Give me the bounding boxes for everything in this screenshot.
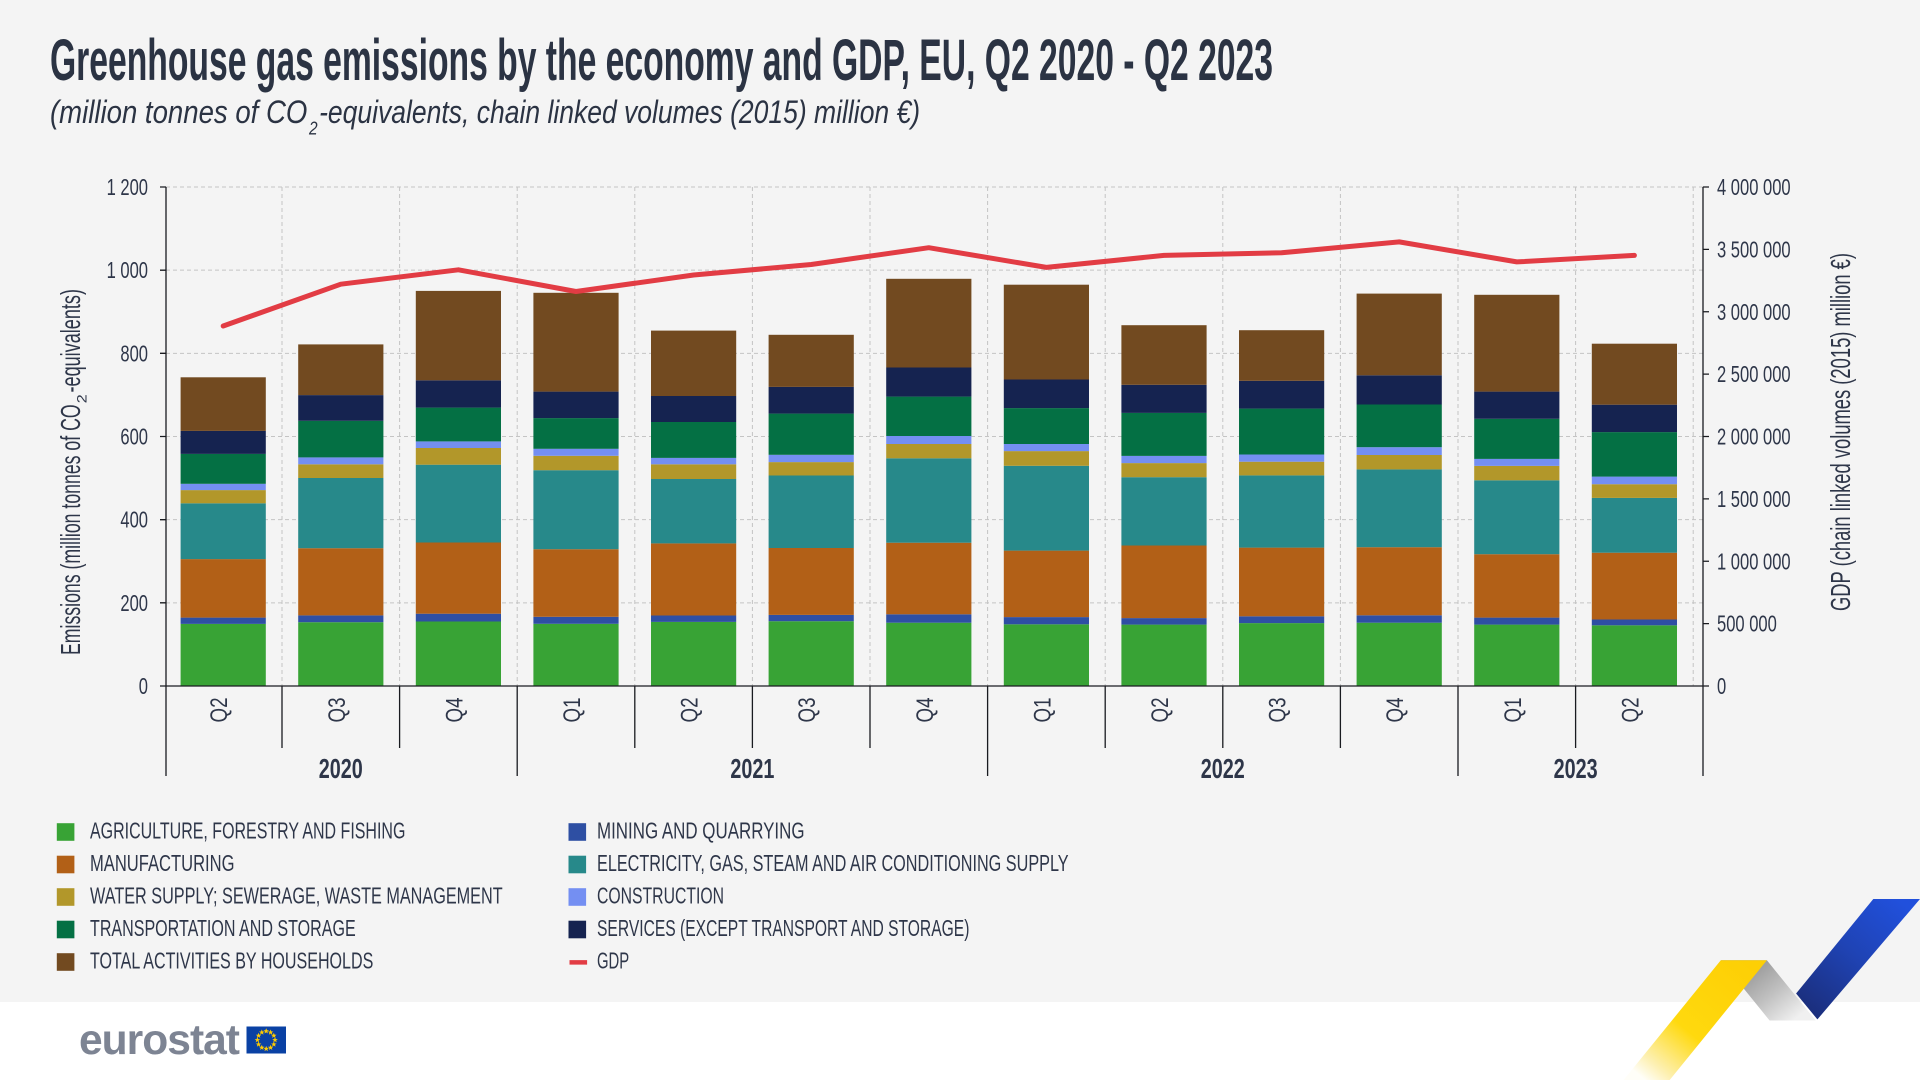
svg-text:Q4: Q4	[441, 698, 468, 723]
svg-text:1 200: 1 200	[107, 174, 148, 200]
svg-text:CONSTRUCTION: CONSTRUCTION	[597, 883, 724, 909]
svg-text:Q1: Q1	[1500, 698, 1527, 723]
svg-text:Q2: Q2	[1617, 698, 1644, 723]
svg-text:2022: 2022	[1201, 753, 1245, 784]
svg-text:Q1: Q1	[1029, 698, 1056, 723]
svg-text:Q4: Q4	[1382, 698, 1409, 723]
svg-text:600: 600	[120, 424, 148, 450]
svg-text:2: 2	[74, 394, 90, 403]
svg-text:3 500 000: 3 500 000	[1717, 236, 1791, 262]
svg-text:-equivalents, chain linked vol: -equivalents, chain linked volumes (2015…	[319, 94, 920, 130]
svg-text:MINING AND QUARRYING: MINING AND QUARRYING	[597, 818, 805, 844]
svg-text:4 000 000: 4 000 000	[1717, 174, 1791, 200]
svg-text:2021: 2021	[730, 753, 774, 784]
svg-text:Q3: Q3	[1265, 698, 1292, 723]
svg-text:1 500 000: 1 500 000	[1717, 486, 1791, 512]
svg-text:TRANSPORTATION AND STORAGE: TRANSPORTATION AND STORAGE	[90, 915, 356, 941]
svg-text:Q3: Q3	[324, 698, 351, 723]
svg-text:3 000 000: 3 000 000	[1717, 299, 1791, 325]
svg-text:2 500 000: 2 500 000	[1717, 361, 1791, 387]
svg-text:(million tonnes of CO: (million tonnes of CO	[50, 94, 307, 130]
svg-text:Q3: Q3	[794, 698, 821, 723]
svg-text:Q2: Q2	[1147, 698, 1174, 723]
svg-text:1 000 000: 1 000 000	[1717, 548, 1791, 574]
svg-text:2020: 2020	[319, 753, 363, 784]
svg-text:Emissions (million tonnes of C: Emissions (million tonnes of CO	[55, 404, 86, 655]
svg-text:2023: 2023	[1554, 753, 1598, 784]
svg-text:Q1: Q1	[559, 698, 586, 723]
svg-text:ELECTRICITY, GAS, STEAM AND AI: ELECTRICITY, GAS, STEAM AND AIR CONDITIO…	[597, 850, 1069, 876]
svg-text:eurostat: eurostat	[79, 1016, 240, 1064]
svg-text:0: 0	[139, 673, 148, 699]
svg-text:200: 200	[120, 590, 148, 616]
svg-text:500 000: 500 000	[1717, 611, 1777, 637]
svg-text:AGRICULTURE, FORESTRY AND FISH: AGRICULTURE, FORESTRY AND FISHING	[90, 818, 405, 844]
svg-text:WATER SUPPLY; SEWERAGE, WASTE: WATER SUPPLY; SEWERAGE, WASTE MANAGEMENT	[90, 883, 503, 909]
svg-text:2: 2	[308, 118, 317, 138]
svg-text:800: 800	[120, 340, 148, 366]
svg-text:1 000: 1 000	[107, 257, 148, 283]
svg-text:0: 0	[1717, 673, 1726, 699]
svg-text:TOTAL ACTIVITIES BY HOUSEHOLDS: TOTAL ACTIVITIES BY HOUSEHOLDS	[90, 948, 373, 974]
svg-text:Q4: Q4	[912, 698, 939, 723]
svg-text:SERVICES (EXCEPT TRANSPORT AND: SERVICES (EXCEPT TRANSPORT AND STORAGE)	[597, 915, 969, 941]
svg-text:Q2: Q2	[677, 698, 704, 723]
svg-text:GDP: GDP	[597, 948, 629, 974]
svg-text:Q2: Q2	[206, 698, 233, 723]
svg-text:Greenhouse gas emissions by th: Greenhouse gas emissions by the economy …	[50, 28, 1273, 93]
svg-text:400: 400	[120, 507, 148, 533]
svg-text:2 000 000: 2 000 000	[1717, 424, 1791, 450]
svg-text:GDP (chain linked volumes (201: GDP (chain linked volumes (2015) million…	[1825, 253, 1856, 611]
svg-text:MANUFACTURING: MANUFACTURING	[90, 850, 235, 876]
svg-text:-equivalents): -equivalents)	[55, 289, 86, 393]
